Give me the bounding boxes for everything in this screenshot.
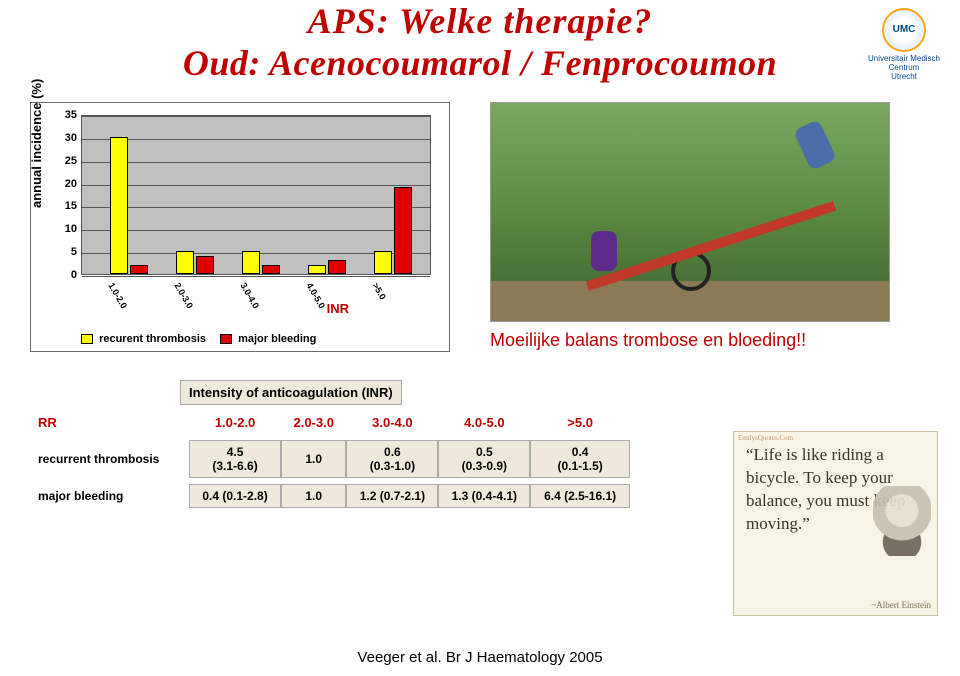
cell: 0.5(0.3-0.9) — [438, 440, 530, 478]
table-header-row: RR 1.0-2.0 2.0-3.0 3.0-4.0 4.0-5.0 >5.0 — [30, 411, 630, 434]
y-tick: 30 — [59, 132, 77, 144]
quote-signature: ~Albert Einstein — [871, 599, 931, 611]
logo-badge — [882, 8, 926, 52]
einstein-silhouette — [873, 486, 931, 556]
right-column: Moeilijke balans trombose en bloeding!! — [490, 102, 890, 351]
cell: 6.4 (2.5-16.1) — [530, 484, 630, 508]
bar — [110, 137, 128, 274]
data-table: Intensity of anticoagulation (INR) RR 1.… — [30, 380, 630, 514]
x-tick: 1.0-2.0 — [106, 281, 129, 310]
x-tick: 2.0-3.0 — [172, 281, 195, 310]
cell: 0.4(0.1-1.5) — [530, 440, 630, 478]
cell: 4.5(3.1-6.6) — [189, 440, 281, 478]
bar-group — [110, 137, 148, 274]
legend: recurent thrombosis major bleeding — [81, 333, 316, 345]
legend-label-2: major bleeding — [238, 333, 316, 345]
row-label: recurrent thrombosis — [30, 440, 189, 478]
legend-item-1: recurent thrombosis — [81, 333, 206, 345]
y-tick: 10 — [59, 223, 77, 235]
legend-label-1: recurent thrombosis — [99, 333, 206, 345]
page-title: APS: Welke therapie? Oud: Acenocoumarol … — [0, 0, 960, 84]
org-line1: Universitair Medisch — [868, 54, 940, 63]
title-line-1: APS: Welke therapie? — [0, 0, 960, 42]
table-header-band: Intensity of anticoagulation (INR) — [180, 380, 402, 405]
bar-chart: annual incidence (%) 05101520253035 1.0-… — [30, 102, 450, 352]
middle-row: annual incidence (%) 05101520253035 1.0-… — [0, 84, 960, 362]
bar-group — [176, 251, 214, 274]
bar — [130, 265, 148, 274]
x-tick: >5.0 — [370, 281, 388, 301]
col-3: 3.0-4.0 — [346, 411, 438, 434]
bar — [242, 251, 260, 274]
cell: 1.0 — [281, 484, 346, 508]
y-tick: 25 — [59, 155, 77, 167]
bar — [374, 251, 392, 274]
y-tick: 15 — [59, 200, 77, 212]
bar-group — [242, 251, 280, 274]
quote-box: EmilysQuotes.Com “Life is like riding a … — [733, 431, 938, 616]
bar — [176, 251, 194, 274]
org-logo: Universitair Medisch Centrum Utrecht — [868, 8, 940, 81]
org-line2: Centrum — [868, 63, 940, 72]
bar-group — [374, 187, 412, 274]
col-4: 4.0-5.0 — [438, 411, 530, 434]
x-tick: 3.0-4.0 — [238, 281, 261, 310]
cell: 0.4 (0.1-2.8) — [189, 484, 281, 508]
cell: 0.6(0.3-1.0) — [346, 440, 438, 478]
col-1: 1.0-2.0 — [189, 411, 281, 434]
bar-group — [308, 260, 346, 274]
title-line-2: Oud: Acenocoumarol / Fenprocoumon — [0, 42, 960, 84]
table-row: recurrent thrombosis 4.5(3.1-6.6) 1.0 0.… — [30, 440, 630, 478]
bar — [262, 265, 280, 274]
y-axis-label: annual incidence (%) — [29, 79, 44, 208]
bar — [196, 256, 214, 274]
cell: 1.0 — [281, 440, 346, 478]
legend-item-2: major bleeding — [220, 333, 316, 345]
y-tick: 35 — [59, 109, 77, 121]
org-line3: Utrecht — [868, 72, 940, 81]
col-2: 2.0-3.0 — [281, 411, 346, 434]
rr-label: RR — [30, 411, 189, 434]
y-tick: 5 — [59, 246, 77, 258]
y-tick: 20 — [59, 178, 77, 190]
x-axis-label: INR — [327, 301, 349, 316]
cell: 1.3 (0.4-4.1) — [438, 484, 530, 508]
seesaw-image — [490, 102, 890, 322]
legend-swatch-yellow — [81, 334, 93, 344]
legend-swatch-red — [220, 334, 232, 344]
citation: Veeger et al. Br J Haematology 2005 — [0, 649, 960, 666]
bar — [328, 260, 346, 274]
quote-source: EmilysQuotes.Com — [738, 434, 793, 443]
plot-area — [81, 115, 431, 275]
y-tick: 0 — [59, 269, 77, 281]
row-label: major bleeding — [30, 484, 189, 508]
col-5: >5.0 — [530, 411, 630, 434]
seesaw-caption: Moeilijke balans trombose en bloeding!! — [490, 330, 890, 351]
cell: 1.2 (0.7-2.1) — [346, 484, 438, 508]
bar — [394, 187, 412, 274]
table-row: major bleeding 0.4 (0.1-2.8) 1.0 1.2 (0.… — [30, 484, 630, 508]
bar — [308, 265, 326, 274]
x-tick: 4.0-5.0 — [304, 281, 327, 310]
